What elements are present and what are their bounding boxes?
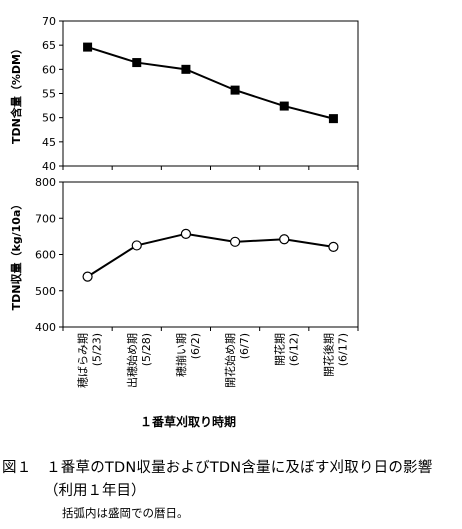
content-data-point (181, 64, 191, 74)
x-tick-label-stage: 開花期 (273, 333, 286, 366)
content-data-point (83, 42, 93, 52)
x-tick-label-stage: 開花始め期 (223, 333, 237, 388)
yield-data-point (229, 236, 241, 247)
x-tick-label: 穂ばらみ期(5/23) (76, 333, 104, 388)
yield-data-point (180, 228, 192, 239)
yield-data-point (82, 271, 93, 282)
content-y-tick-label: 55 (42, 88, 56, 101)
x-tick-label-date: (5/23) (91, 333, 104, 366)
yield-y-tick-label: 700 (35, 212, 56, 225)
tdn-yield-chart: 400 500 600 700 800 TDN収量（kg/10a） (10, 176, 359, 334)
x-tick-label-date: (6/12) (287, 333, 300, 366)
content-data-point (328, 114, 338, 124)
content-data-point (279, 101, 289, 111)
x-tick-label-date: (6/7) (238, 333, 251, 359)
yield-y-tick-label: 800 (35, 176, 56, 189)
x-tick-label-stage: 出穂始め期 (125, 333, 139, 388)
content-y-tick-label: 50 (42, 112, 56, 125)
figure: 40 45 50 55 60 65 70 TDN含量（%DM） 400 500 600 700 800… (9, 15, 359, 429)
x-tick-label-date: (5/28) (140, 333, 153, 366)
x-tick-label-date: (6/2) (189, 333, 202, 359)
content-series-line (87, 46, 334, 120)
figure-caption-subtitle: （利用１年目） (44, 483, 146, 499)
x-tick-label-stage: 穂ばらみ期 (76, 333, 90, 388)
figure-caption-note: 括弧内は盛岡での暦日。 (62, 506, 189, 520)
yield-series-line (87, 232, 334, 278)
tdn-content-chart: 40 45 50 55 60 65 70 TDN含量（%DM） (9, 15, 359, 173)
yield-data-point (131, 240, 142, 251)
yield-data-point (279, 234, 290, 245)
content-y-tick-label: 40 (42, 160, 56, 173)
content-data-point (132, 58, 142, 68)
content-y-tick-label: 60 (42, 63, 56, 76)
x-tick-label-stage: 穂揃い期 (174, 333, 188, 377)
yield-y-axis-title: TDN収量（kg/10a） (10, 199, 23, 311)
yield-y-tick-label: 600 (35, 249, 56, 262)
content-plot-frame (62, 20, 359, 167)
content-y-tick-label: 45 (42, 136, 56, 149)
x-tick-label: 開花後期(6/17) (321, 333, 349, 377)
figure-caption-title: 図１ １番草のTDN収量およびTDN含量に及ぼす刈取り日の影響 (2, 460, 433, 476)
x-tick-label: 開花始め期(6/7) (223, 333, 251, 388)
content-y-axis-title: TDN含量（%DM） (9, 43, 23, 144)
x-tick-label: 出穂始め期(5/28) (125, 333, 153, 388)
content-y-tick-label: 70 (42, 15, 56, 28)
x-tick-label-date: (6/17) (336, 333, 349, 366)
yield-y-tick-label: 500 (35, 285, 56, 298)
x-tick-label-stage: 開花後期 (321, 333, 335, 377)
x-tick-label: 開花期(6/12) (273, 333, 300, 366)
yield-y-tick-label: 400 (35, 321, 56, 334)
yield-data-point (328, 241, 339, 252)
yield-plot-frame (62, 181, 359, 328)
content-data-point (230, 85, 240, 95)
x-tick-label: 穂揃い期(6/2) (174, 333, 202, 377)
content-y-tick-label: 65 (42, 39, 56, 52)
x-axis-title: １番草刈取り時期 (140, 414, 236, 429)
x-axis-category-labels: 穂ばらみ期(5/23) 出穂始め期(5/28) 穂揃い期(6/2) 開花始め期(6/7… (76, 333, 350, 388)
